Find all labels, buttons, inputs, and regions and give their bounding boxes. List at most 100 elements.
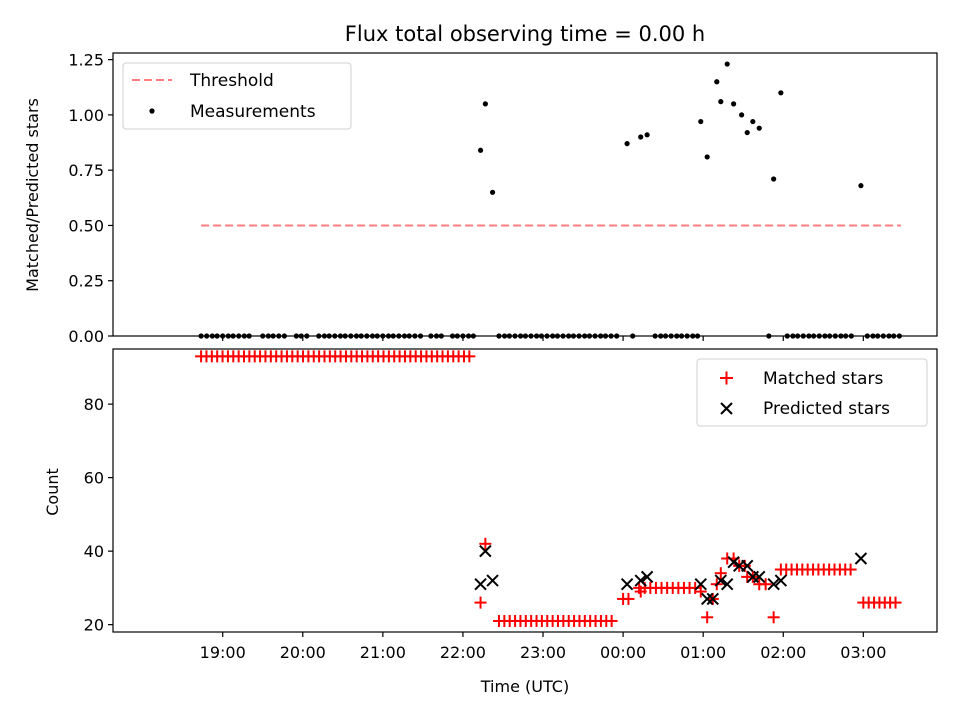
measurement-point [771,176,777,182]
top-panel: 0.00 0.25 0.50 0.75 1.00 1.25 Matched/Predict… [23,51,938,346]
measurement-point [624,141,630,147]
measurement-point [406,333,412,339]
measurement-point [304,333,310,339]
measurement-point [592,333,598,339]
predicted-star-point [700,592,714,606]
measurement-point [321,333,328,339]
measurement-point [364,333,370,339]
measurement-point [739,112,745,118]
measurement-point [638,134,644,140]
measurement-point [832,333,838,339]
matched-star-point [605,614,618,627]
bottom-y-tick-label: 80 [84,395,104,414]
legend-predicted-label: Predicted stars [763,399,890,419]
measurement-point [864,333,870,339]
predicted-star-point [474,578,487,591]
predicted-star-point [640,570,654,584]
matched-star-point [463,350,476,363]
bottom-x-tick-label: 02:00 [760,643,806,662]
measurement-point [281,333,287,339]
measurement-point [827,333,833,339]
bottom-x-tick-label: 03:00 [840,643,886,662]
measurement-point [225,333,231,339]
measurement-point [482,101,488,107]
measurement-point [822,333,828,339]
measurement-point [449,333,456,339]
bottom-legend-box [696,358,928,427]
measurement-point [586,333,593,339]
measurement-point [454,333,460,339]
matched-star-point [479,537,492,550]
measurement-point [412,333,418,339]
measurement-point [560,333,566,339]
measurement-point [858,183,864,189]
measurement-point [843,333,849,339]
measurement-point [477,147,484,153]
bottom-y-tick-label: 40 [84,542,104,561]
measurement-point [353,333,360,339]
measurement-point [517,333,524,339]
measurement-point [522,333,529,339]
measurement-point [630,333,636,339]
measurement-point [550,333,556,339]
legend-threshold-label: Threshold [189,71,274,91]
measurement-point [401,333,408,339]
measurement-point [512,333,518,339]
measurement-point [358,333,364,339]
measurement-point [880,333,886,339]
measurement-point [652,333,658,339]
measurement-point [668,333,674,339]
top-legend-box [122,62,352,130]
measurement-point [576,333,582,339]
measurement-point [230,333,236,339]
predicted-star-point [694,578,707,591]
measurement-point [795,333,801,339]
measurement-point [838,333,844,339]
measurement-point [374,333,380,339]
bottom-panel: 20 40 60 80 19:00 20:00 21:00 22:00 23:00 00:00 0… [43,348,938,696]
measurement-point [433,333,440,339]
measurement-point [750,118,756,125]
matched-star-point [738,559,751,572]
bottom-y-tick-label: 20 [84,616,104,635]
measurement-point [870,333,876,339]
matched-star-point [622,592,635,605]
predicted-star-point [479,544,492,558]
measurement-point [718,99,724,105]
measurement-point [714,79,720,85]
measurement-point [602,333,609,339]
measurement-point [766,333,772,339]
measurement-point [380,333,386,339]
measurement-point [744,129,750,136]
x-axis-label: Time (UTC) [480,677,569,696]
measurement-point [470,333,476,339]
top-legend: Threshold Measurements [122,62,352,130]
measurement-point [489,189,496,195]
top-y-tick-label: 1.25 [68,51,104,70]
matched-star-point [844,563,857,576]
measurement-point [276,333,282,339]
measurement-point [348,333,354,339]
measurement-point [501,333,508,339]
predicted-star-point [767,578,780,591]
measurement-point [608,333,614,339]
legend-matched-label: Matched stars [763,369,883,389]
bottom-x-tick-label: 19:00 [200,643,246,662]
chart-title: Flux total observing time = 0.00 h [345,22,705,46]
measurement-point [270,333,276,339]
top-y-tick-label: 0.00 [68,327,104,346]
measurement-point [506,333,512,339]
measurement-point [298,333,304,339]
measurement-point [875,333,881,339]
legend-predicted-swatch [720,402,733,415]
measurement-point [778,90,784,96]
measurement-points [198,61,902,339]
measurement-point [204,333,210,339]
measurement-point [690,333,696,339]
measurement-point [198,333,204,339]
matched-star-point [634,585,647,598]
measurement-point [390,333,396,339]
bottom-x-tick-label: 22:00 [440,643,486,662]
predicted-star-point [720,578,734,591]
measurement-point [896,333,902,339]
